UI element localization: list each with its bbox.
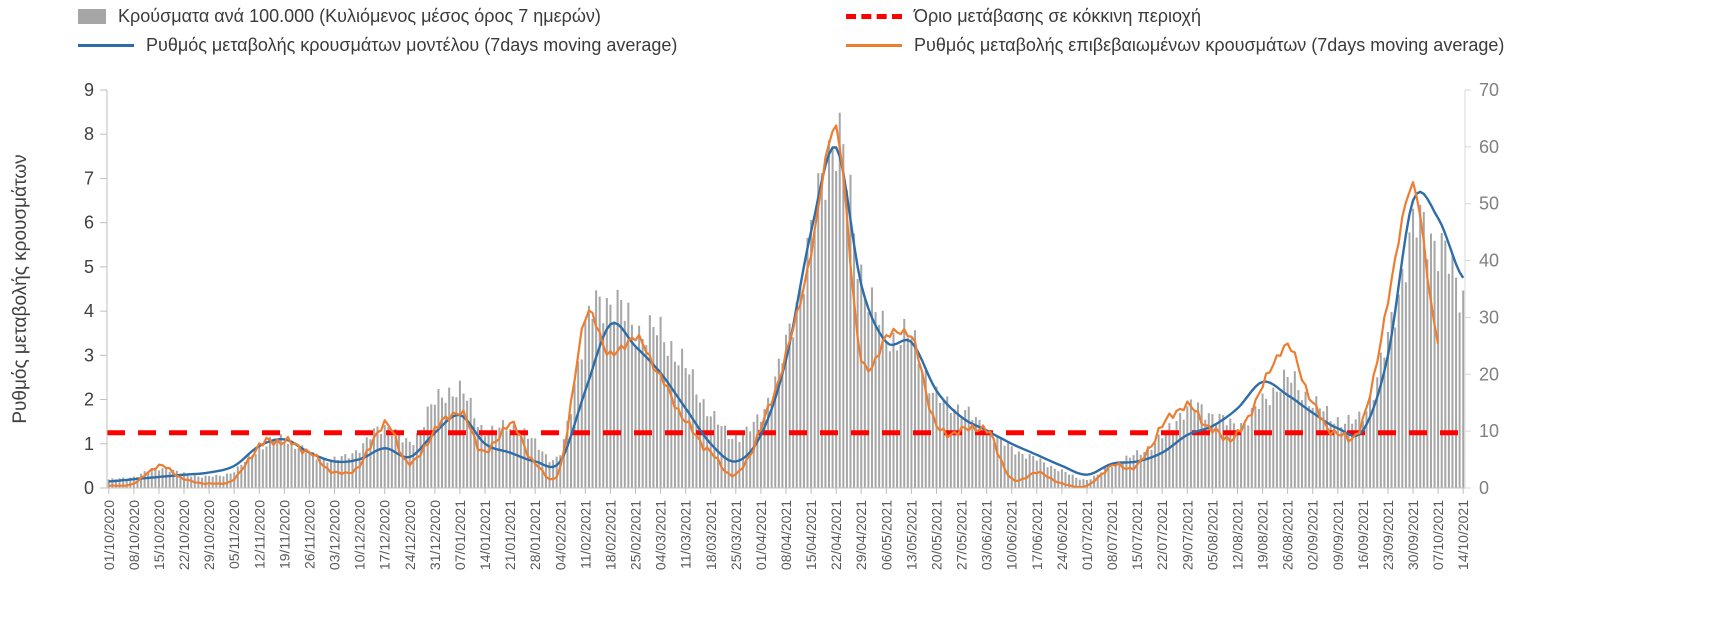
svg-text:07/01/2021: 07/01/2021 [452, 500, 468, 570]
confirmed-line-icon [846, 44, 902, 47]
svg-text:11/03/2021: 11/03/2021 [678, 500, 694, 569]
threshold-legend-label: Όριο μετάβασης σε κόκκινη περιοχή [914, 6, 1202, 26]
svg-text:03/12/2020: 03/12/2020 [327, 500, 343, 570]
bars-legend-label: Κρούσματα ανά 100.000 (Κυλιόμενος μέσος … [118, 6, 601, 26]
svg-text:01/07/2021: 01/07/2021 [1079, 500, 1095, 570]
svg-text:1: 1 [84, 434, 94, 454]
svg-text:31/12/2020: 31/12/2020 [427, 500, 443, 570]
svg-text:12/11/2020: 12/11/2020 [251, 500, 267, 569]
svg-text:50: 50 [1479, 194, 1499, 214]
svg-text:23/09/2021: 23/09/2021 [1380, 500, 1396, 570]
svg-text:29/04/2021: 29/04/2021 [853, 500, 869, 570]
svg-text:12/08/2021: 12/08/2021 [1230, 500, 1246, 570]
svg-text:28/01/2021: 28/01/2021 [527, 500, 543, 570]
svg-text:30/09/2021: 30/09/2021 [1405, 500, 1421, 570]
svg-text:15/10/2020: 15/10/2020 [151, 500, 167, 570]
y-axis-title: Ρυθμός μεταβολής κρουσμάτων [10, 154, 31, 423]
svg-text:22/04/2021: 22/04/2021 [828, 500, 844, 570]
svg-text:04/02/2021: 04/02/2021 [552, 500, 568, 570]
svg-text:70: 70 [1479, 80, 1499, 100]
svg-text:20/05/2021: 20/05/2021 [929, 500, 945, 570]
svg-text:13/05/2021: 13/05/2021 [903, 500, 919, 570]
svg-text:21/01/2021: 21/01/2021 [502, 500, 518, 570]
axes: 0 1 2 3 4 5 6 7 8 9 0 10 20 30 40 50 60 70 01/10/2020 08/10… [84, 80, 1499, 570]
svg-text:19/08/2021: 19/08/2021 [1255, 500, 1271, 570]
svg-text:07/10/2021: 07/10/2021 [1430, 500, 1446, 570]
svg-text:27/05/2021: 27/05/2021 [954, 500, 970, 570]
svg-text:11/02/2021: 11/02/2021 [577, 500, 593, 569]
chart-legend: Κρούσματα ανά 100.000 (Κυλιόμενος μέσος … [78, 6, 1712, 56]
svg-text:17/06/2021: 17/06/2021 [1029, 500, 1045, 570]
svg-text:05/08/2021: 05/08/2021 [1204, 500, 1220, 570]
svg-text:6: 6 [84, 213, 94, 233]
model-legend-label: Ρυθμός μεταβολής κρουσμάτων μοντέλου (7d… [146, 35, 678, 55]
svg-text:7: 7 [84, 168, 94, 188]
svg-text:16/09/2021: 16/09/2021 [1355, 500, 1371, 570]
svg-text:8: 8 [84, 124, 94, 144]
svg-text:09/09/2021: 09/09/2021 [1330, 500, 1346, 570]
svg-text:18/03/2021: 18/03/2021 [703, 500, 719, 570]
svg-text:4: 4 [84, 301, 94, 321]
threshold-dash-icon [846, 14, 902, 19]
svg-text:14/01/2021: 14/01/2021 [477, 500, 493, 570]
svg-text:04/03/2021: 04/03/2021 [653, 500, 669, 570]
svg-text:03/06/2021: 03/06/2021 [979, 500, 995, 570]
svg-text:08/04/2021: 08/04/2021 [778, 500, 794, 570]
svg-text:22/07/2021: 22/07/2021 [1154, 500, 1170, 570]
model-line-icon [78, 44, 134, 47]
svg-text:29/07/2021: 29/07/2021 [1179, 500, 1195, 570]
confirmed-line-series [108, 124, 1440, 489]
svg-text:29/10/2020: 29/10/2020 [201, 500, 217, 570]
svg-text:0: 0 [1479, 478, 1489, 498]
svg-text:08/10/2020: 08/10/2020 [126, 500, 142, 570]
svg-text:06/05/2021: 06/05/2021 [878, 500, 894, 570]
svg-text:17/12/2020: 17/12/2020 [377, 500, 393, 570]
legend-item-bars: Κρούσματα ανά 100.000 (Κυλιόμενος μέσος … [78, 6, 846, 27]
svg-text:15/04/2021: 15/04/2021 [803, 500, 819, 570]
svg-text:26/08/2021: 26/08/2021 [1280, 500, 1296, 570]
svg-text:15/07/2021: 15/07/2021 [1129, 500, 1145, 570]
legend-item-confirmed: Ρυθμός μεταβολής επιβεβαιωμένων κρουσμάτ… [846, 35, 1712, 56]
svg-text:5: 5 [84, 257, 94, 277]
svg-text:26/11/2020: 26/11/2020 [301, 500, 317, 569]
svg-text:3: 3 [84, 345, 94, 365]
svg-text:30: 30 [1479, 307, 1499, 327]
svg-text:22/10/2020: 22/10/2020 [176, 500, 192, 570]
svg-text:9: 9 [84, 80, 94, 100]
svg-text:25/03/2021: 25/03/2021 [728, 500, 744, 570]
svg-text:24/06/2021: 24/06/2021 [1054, 500, 1070, 570]
svg-text:05/11/2020: 05/11/2020 [226, 500, 242, 569]
svg-text:60: 60 [1479, 137, 1499, 157]
svg-text:40: 40 [1479, 251, 1499, 271]
svg-text:2: 2 [84, 390, 94, 410]
legend-item-model: Ρυθμός μεταβολής κρουσμάτων μοντέλου (7d… [78, 35, 846, 56]
confirmed-legend-label: Ρυθμός μεταβολής επιβεβαιωμένων κρουσμάτ… [914, 35, 1505, 55]
legend-item-threshold: Όριο μετάβασης σε κόκκινη περιοχή [846, 6, 1712, 27]
svg-text:14/10/2021: 14/10/2021 [1455, 500, 1471, 570]
bars-swatch-icon [78, 9, 106, 24]
svg-text:02/09/2021: 02/09/2021 [1305, 500, 1321, 570]
svg-text:10: 10 [1479, 421, 1499, 441]
svg-text:25/02/2021: 25/02/2021 [628, 500, 644, 570]
svg-text:10/12/2020: 10/12/2020 [352, 500, 368, 570]
svg-text:08/07/2021: 08/07/2021 [1104, 500, 1120, 570]
svg-text:01/10/2020: 01/10/2020 [101, 500, 117, 570]
svg-text:19/11/2020: 19/11/2020 [276, 500, 292, 569]
svg-text:0: 0 [84, 478, 94, 498]
bars-series [107, 112, 1465, 489]
svg-text:24/12/2020: 24/12/2020 [402, 500, 418, 570]
svg-text:10/06/2021: 10/06/2021 [1004, 500, 1020, 570]
svg-text:18/02/2021: 18/02/2021 [602, 500, 618, 570]
svg-text:20: 20 [1479, 364, 1499, 384]
model-line-series [108, 146, 1465, 483]
svg-text:01/04/2021: 01/04/2021 [753, 500, 769, 570]
